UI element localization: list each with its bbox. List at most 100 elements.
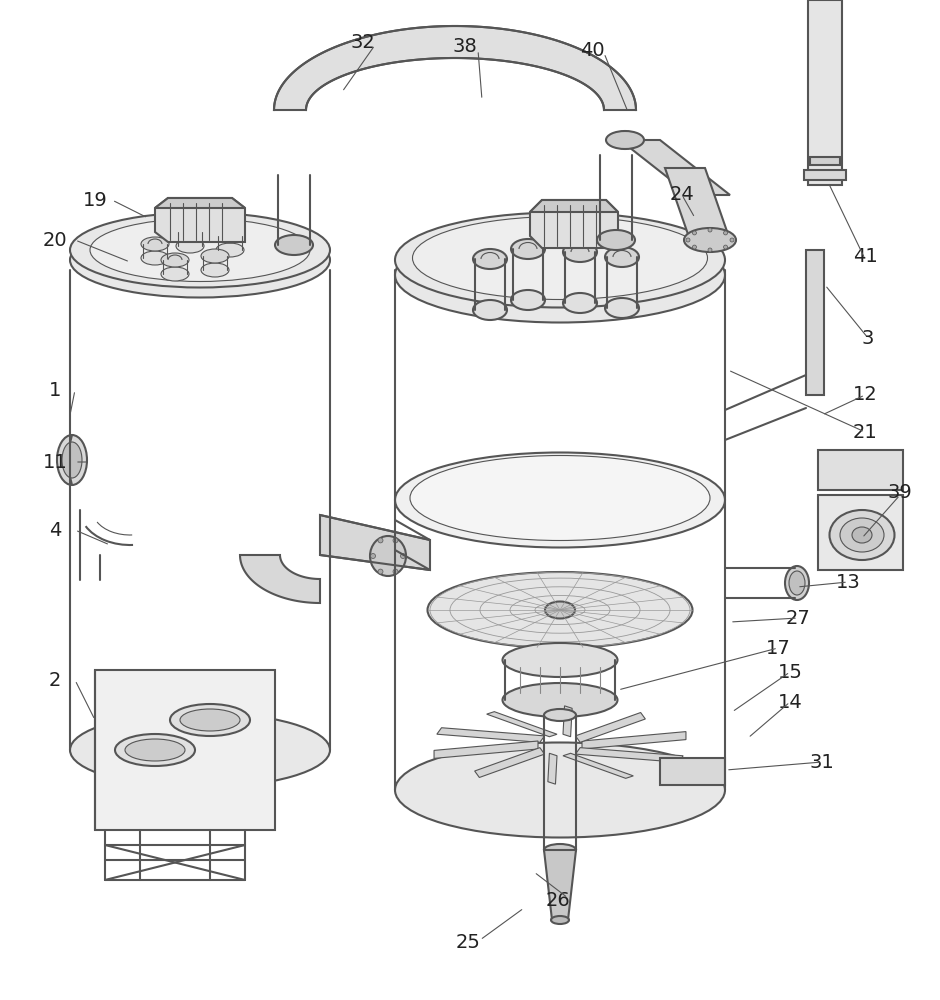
Ellipse shape [852,527,872,543]
Ellipse shape [597,230,635,250]
Text: 32: 32 [351,32,375,51]
Ellipse shape [413,217,708,300]
Bar [804,170,846,180]
Polygon shape [95,670,275,830]
Ellipse shape [840,518,884,552]
Ellipse shape [141,251,169,265]
Ellipse shape [180,709,240,731]
Ellipse shape [216,229,244,243]
Ellipse shape [176,225,204,239]
Text: 15: 15 [777,662,803,682]
Ellipse shape [606,131,644,149]
Polygon shape [487,712,557,737]
Ellipse shape [473,249,507,269]
Ellipse shape [708,248,712,252]
Text: 39: 39 [887,483,913,502]
Polygon shape [155,198,245,208]
Ellipse shape [686,238,690,242]
Text: 24: 24 [669,186,695,205]
Ellipse shape [708,228,712,232]
Ellipse shape [170,704,250,736]
Ellipse shape [201,249,229,263]
Text: 27: 27 [786,608,810,628]
Ellipse shape [216,243,244,257]
Polygon shape [620,140,730,195]
Ellipse shape [393,569,398,574]
Ellipse shape [57,435,87,485]
Text: 41: 41 [853,246,877,265]
Ellipse shape [378,569,383,574]
Text: 14: 14 [777,692,803,712]
Ellipse shape [161,253,189,267]
Polygon shape [530,200,618,248]
Ellipse shape [378,538,383,543]
Ellipse shape [563,293,597,313]
Bar [818,450,903,490]
Bar [806,250,824,395]
Ellipse shape [724,245,728,249]
Polygon shape [660,758,725,785]
Ellipse shape [730,238,734,242]
Polygon shape [563,706,572,737]
Ellipse shape [395,742,725,838]
Polygon shape [582,732,686,749]
Ellipse shape [70,712,330,788]
Ellipse shape [275,235,313,255]
Ellipse shape [605,247,639,267]
Ellipse shape [473,300,507,320]
Text: 11: 11 [42,452,68,472]
Ellipse shape [545,601,575,618]
Polygon shape [155,198,245,242]
Ellipse shape [428,572,693,648]
Polygon shape [434,741,538,758]
Ellipse shape [141,237,169,251]
Ellipse shape [70,223,330,298]
Bar [808,0,842,185]
Ellipse shape [544,844,576,856]
Ellipse shape [201,263,229,277]
Ellipse shape [115,734,195,766]
Ellipse shape [511,290,545,310]
Text: 38: 38 [453,37,478,56]
Polygon shape [437,728,544,742]
Ellipse shape [90,219,310,282]
Ellipse shape [605,298,639,318]
Ellipse shape [400,554,405,558]
Text: 21: 21 [853,422,877,442]
Polygon shape [240,555,320,603]
Polygon shape [575,713,646,742]
Ellipse shape [829,510,895,560]
Ellipse shape [62,442,82,478]
Polygon shape [665,168,730,240]
Text: 2: 2 [49,670,61,690]
Ellipse shape [395,452,725,548]
Ellipse shape [511,239,545,259]
Polygon shape [575,748,683,762]
Text: 4: 4 [49,520,61,540]
Ellipse shape [370,554,375,558]
Ellipse shape [563,242,597,262]
Ellipse shape [176,239,204,253]
Polygon shape [320,515,430,570]
Ellipse shape [370,536,406,576]
Text: 17: 17 [765,639,791,658]
Polygon shape [544,850,576,920]
Text: 19: 19 [83,190,107,210]
Text: 1: 1 [49,380,61,399]
Ellipse shape [789,571,805,595]
Ellipse shape [161,267,189,281]
Text: 26: 26 [545,890,571,910]
Ellipse shape [785,566,809,600]
Polygon shape [274,26,636,110]
Text: 31: 31 [809,752,835,772]
Ellipse shape [724,231,728,235]
Polygon shape [530,200,618,212]
Polygon shape [475,748,544,777]
Ellipse shape [395,228,725,322]
Text: 12: 12 [853,385,877,404]
Ellipse shape [410,456,710,540]
Ellipse shape [393,538,398,543]
Ellipse shape [70,213,330,288]
Ellipse shape [503,643,618,677]
Ellipse shape [503,683,618,717]
